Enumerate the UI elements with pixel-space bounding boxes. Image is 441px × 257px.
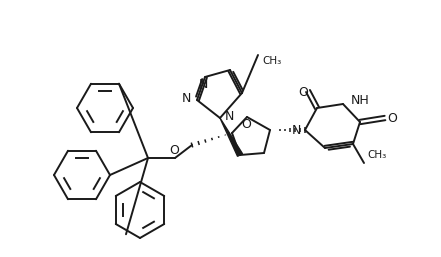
Text: CH₃: CH₃ — [367, 150, 386, 160]
Text: N: N — [182, 93, 191, 106]
Text: O: O — [241, 118, 251, 132]
Polygon shape — [220, 118, 243, 156]
Text: N: N — [198, 78, 208, 91]
Text: CH₃: CH₃ — [262, 56, 281, 66]
Text: N: N — [292, 124, 301, 137]
Text: N: N — [225, 111, 234, 124]
Text: O: O — [169, 143, 179, 157]
Text: O: O — [298, 86, 308, 98]
Text: O: O — [387, 112, 397, 124]
Text: NH: NH — [351, 95, 370, 107]
